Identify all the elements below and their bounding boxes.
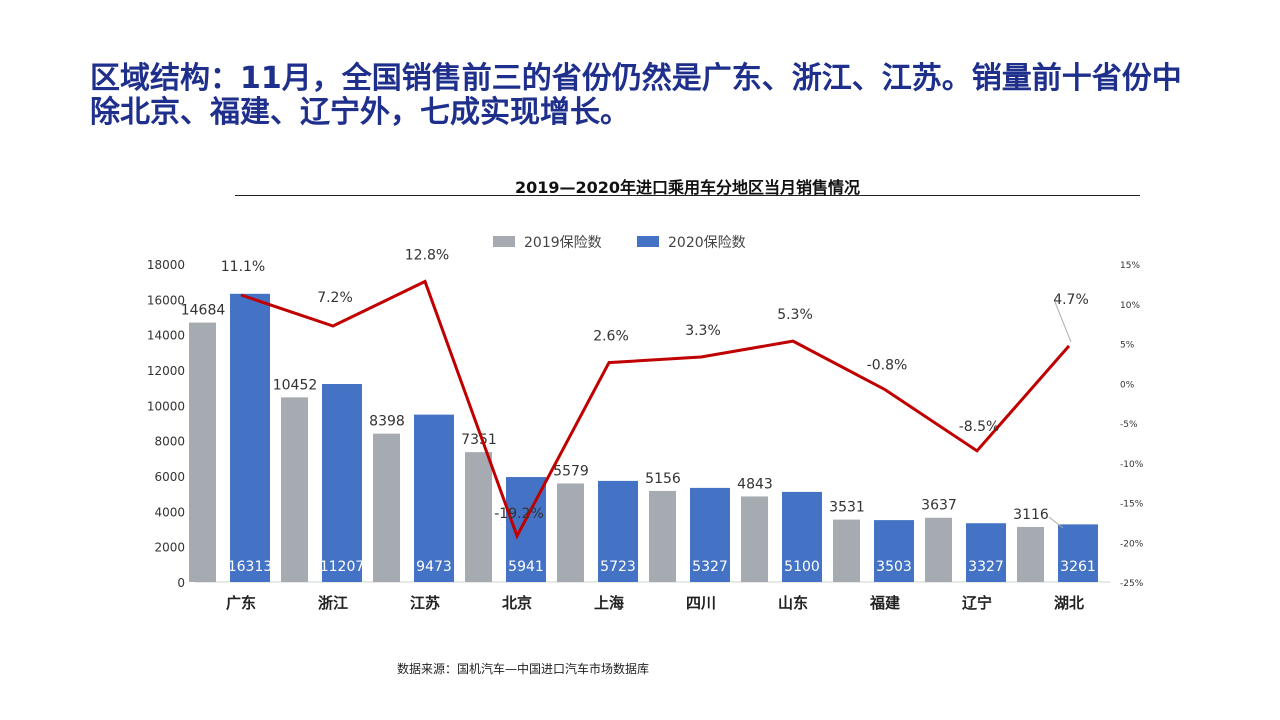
data-label-2019: 4843 [737,476,773,492]
growth-label: 12.8% [405,247,449,263]
y-right-tick-label: 5% [1120,341,1135,351]
y-right-tick-label: -5% [1120,420,1138,430]
data-label-2019: 5156 [645,471,681,487]
bar-2020 [598,480,638,582]
y-left-tick-label: 16000 [147,293,185,307]
x-category-label: 广东 [226,594,256,612]
data-label-2019: 5579 [553,463,589,479]
data-label-2019: 8398 [369,414,405,430]
bar-2019 [741,496,768,582]
data-label-2020: 3327 [968,559,1004,575]
growth-label: -0.8% [867,358,908,374]
legend-label-2020: 2020保险数 [668,235,746,251]
x-category-label: 北京 [502,594,532,612]
y-left-tick-label: 14000 [147,329,185,343]
legend-label-2019: 2019保险数 [524,235,602,251]
growth-label: 3.3% [685,323,721,339]
data-label-2019: 3116 [1013,507,1049,523]
bar-2019 [189,322,216,582]
y-left-tick-label: 0 [177,576,185,590]
y-left-tick-label: 2000 [154,541,185,555]
data-label-2019: 3531 [829,500,865,516]
y-left-tick-label: 8000 [154,435,185,449]
y-left-tick-label: 12000 [147,364,185,378]
x-category-label: 福建 [869,594,901,612]
bar-2020 [690,487,730,582]
legend-swatch-2019 [493,236,515,247]
data-label-leader [1048,516,1064,529]
bar-2020 [322,384,362,582]
data-label-2019: 10452 [273,377,318,393]
growth-label: 5.3% [777,307,813,323]
bar-2020 [782,491,822,582]
bar-2020 [1058,524,1098,582]
x-category-label: 辽宁 [962,594,992,612]
bar-2020 [874,520,914,582]
growth-label: -8.5% [959,419,1000,435]
data-label-2019: 7351 [461,432,497,448]
x-category-label: 浙江 [318,594,348,612]
data-label-2020: 16313 [228,559,273,575]
chart-title: 2019—2020年进口乘用车分地区当月销售情况 [514,178,861,197]
data-label-2019: 3637 [921,498,957,514]
data-label-2020: 11207 [320,559,365,575]
y-right-tick-label: 0% [1120,380,1135,390]
y-left-tick-label: 18000 [147,258,185,272]
data-label-2020: 5941 [508,559,544,575]
legend-swatch-2020 [637,236,659,247]
data-source-note: 数据来源：国机汽车—中国进口汽车市场数据库 [397,662,650,676]
y-right-tick-label: 10% [1120,301,1140,311]
growth-label: 4.7% [1053,292,1089,308]
data-label-2020: 3261 [1060,559,1096,575]
growth-line [240,279,1071,540]
bar-2020 [230,293,270,582]
x-category-label: 湖北 [1054,594,1084,612]
data-label-2020: 5327 [692,559,728,575]
data-label-2020: 5723 [600,559,636,575]
bar-2019 [465,452,492,582]
data-label-2019: 14684 [181,303,226,319]
bar-2019 [925,517,952,582]
bar-2019 [833,519,860,582]
growth-label: 2.6% [593,329,629,345]
bar-2019 [281,397,308,582]
data-label-2020: 5100 [784,559,820,575]
growth-label-leader [1054,301,1072,343]
y-left-tick-label: 6000 [154,470,185,484]
y-left-tick-label: 4000 [154,505,185,519]
bar-2019 [649,490,676,582]
bar-2020 [966,523,1006,582]
data-label-2020: 9473 [416,559,452,575]
page-headline: 区域结构：11月，全国销售前三的省份仍然是广东、浙江、江苏。销量前十省份中除北京… [90,61,1182,130]
y-right-tick-label: 15% [1120,261,1140,271]
title-underline [235,195,1140,196]
bar-2019 [1017,526,1044,582]
y-left-tick-label: 10000 [147,399,185,413]
bar-2020 [414,414,454,582]
bar-2019 [557,483,584,582]
y-right-tick-label: -15% [1120,500,1144,510]
x-category-label: 山东 [778,594,808,612]
x-category-label: 四川 [686,594,716,612]
growth-label: 11.1% [221,259,265,275]
growth-label: 7.2% [317,290,353,306]
growth-label: -19.2% [494,506,544,522]
x-category-label: 江苏 [410,594,440,612]
y-right-tick-label: -20% [1120,539,1144,549]
bar-2019 [373,433,400,582]
x-category-label: 上海 [594,594,624,612]
y-right-tick-label: -25% [1120,579,1144,589]
y-right-tick-label: -10% [1120,460,1144,470]
data-label-2020: 3503 [876,559,912,575]
